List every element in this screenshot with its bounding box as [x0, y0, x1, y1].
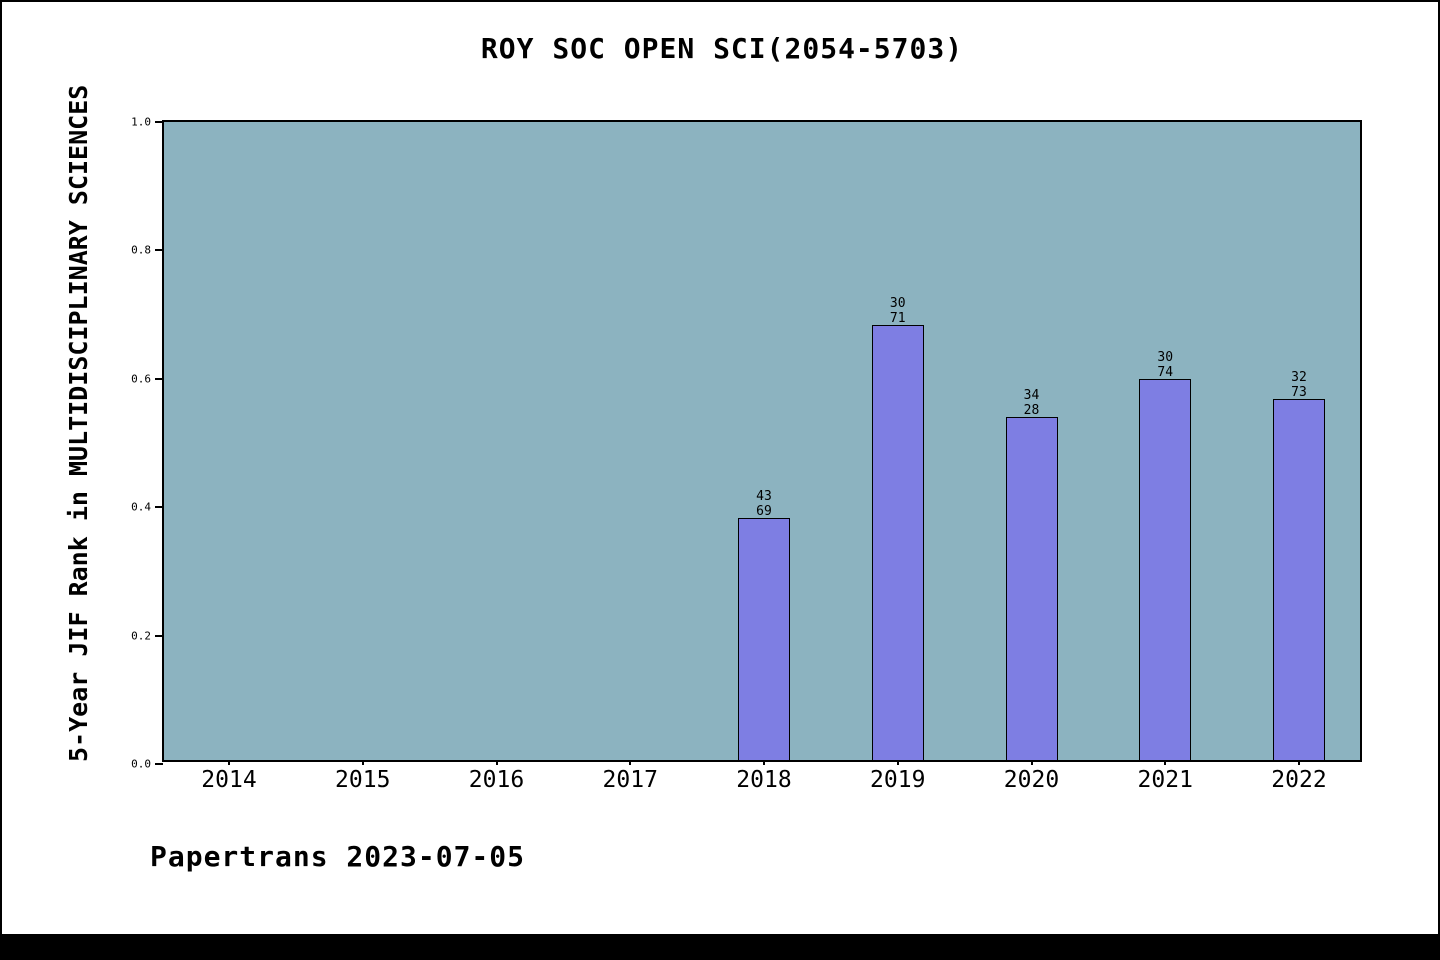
y-tick-label: 0.4	[131, 500, 151, 514]
y-tick-mark	[155, 121, 163, 123]
y-tick-mark	[155, 634, 163, 637]
x-tick-label-2020: 2020	[1003, 767, 1060, 793]
y-axis-label: 5-Year JIF Rank in MULTIDISCIPLINARY SCI…	[64, 84, 93, 762]
plot-area: 0.0 0.2 0.4 0.6 0.8 1.0 2014 2015 2016 2017 2018 43…	[131, 116, 1362, 793]
y-tick-label: 0.6	[131, 372, 151, 386]
y-tick-mark	[155, 506, 163, 509]
bar-value-label-2021: 30 74	[1157, 350, 1174, 381]
bar-value-label-2018: 43 69	[756, 488, 772, 519]
x-tick-label-2019: 2019	[870, 767, 926, 793]
x-tick-mark	[763, 760, 765, 765]
x-tick-mark	[629, 760, 632, 765]
x-tick-label-2016: 2016	[468, 767, 525, 793]
y-tick-label: 0.0	[131, 757, 151, 771]
x-tick-label-2018: 2018	[736, 767, 792, 793]
bar-value-label-2019: 30 71	[889, 296, 906, 327]
x-tick-mark	[1030, 760, 1033, 765]
x-tick-label-2017: 2017	[602, 767, 658, 793]
y-tick-mark	[155, 377, 163, 380]
x-tick-label-2021: 2021	[1137, 767, 1193, 793]
y-tick-label: 0.2	[131, 629, 151, 643]
x-tick-mark	[495, 760, 498, 765]
x-tick-mark	[1164, 760, 1167, 765]
x-tick-label-2015: 2015	[335, 767, 391, 793]
bar-2018	[738, 517, 790, 760]
y-tick-mark	[155, 249, 163, 252]
bar-2019	[871, 325, 924, 760]
x-tick-mark	[896, 760, 899, 765]
x-tick-label-2014: 2014	[201, 767, 257, 793]
y-tick-label: 0.8	[131, 243, 151, 257]
x-tick-mark	[228, 760, 230, 765]
y-tick-mark	[155, 763, 163, 765]
x-tick-mark	[361, 760, 364, 765]
footer-watermark: Papertrans 2023-07-05	[150, 840, 526, 873]
bar-value-label-2022: 32 73	[1291, 370, 1307, 401]
y-tick-label: 1.0	[131, 115, 151, 129]
bar-value-label-2020: 34 28	[1023, 388, 1040, 419]
bar-2022	[1273, 399, 1325, 760]
bar-2020	[1005, 417, 1058, 760]
bottom-black-bar	[2, 934, 1438, 958]
x-tick-label-2022: 2022	[1271, 767, 1327, 793]
bar-2021	[1139, 379, 1192, 760]
x-tick-mark	[1298, 760, 1300, 765]
chart-title: ROY SOC OPEN SCI(2054-5703)	[480, 32, 964, 65]
